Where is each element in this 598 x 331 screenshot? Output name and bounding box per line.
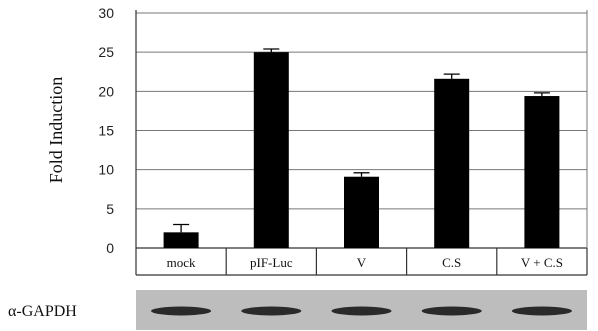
y-tick-labels: 0 5 10 15 20 25 30 (98, 5, 114, 256)
y-tick-label: 25 (98, 44, 114, 60)
y-tick-label: 15 (98, 123, 114, 139)
bar-v-c-s (524, 96, 560, 249)
category-label: V + C.S (521, 255, 563, 270)
bar-c-s (434, 78, 470, 248)
bar-pif-luc (253, 52, 289, 248)
blot-label: α-GAPDH (8, 303, 77, 320)
category-label: C.S (442, 255, 461, 270)
y-tick-label: 30 (98, 5, 114, 21)
y-axis-label: Fold Induction (46, 77, 66, 184)
bar-v (344, 176, 379, 248)
category-label-row: mock pIF-Luc V C.S V + C.S (135, 248, 588, 276)
blot-band (151, 306, 212, 316)
blot-band (241, 306, 302, 316)
category-label: V (357, 255, 367, 270)
y-tick-label: 0 (106, 240, 114, 256)
y-tick-label: 20 (98, 83, 114, 99)
bars (163, 52, 560, 249)
blot-band (421, 306, 482, 316)
y-tick-label: 10 (98, 162, 114, 178)
gridlines (136, 12, 587, 210)
category-label: pIF-Luc (250, 255, 293, 270)
blot-bands (151, 306, 572, 316)
error-bars (173, 48, 550, 233)
blot-band (511, 306, 572, 316)
y-tick-label: 5 (106, 201, 114, 217)
category-label: mock (167, 255, 196, 270)
blot-band (331, 306, 392, 316)
bar-mock (163, 232, 199, 248)
